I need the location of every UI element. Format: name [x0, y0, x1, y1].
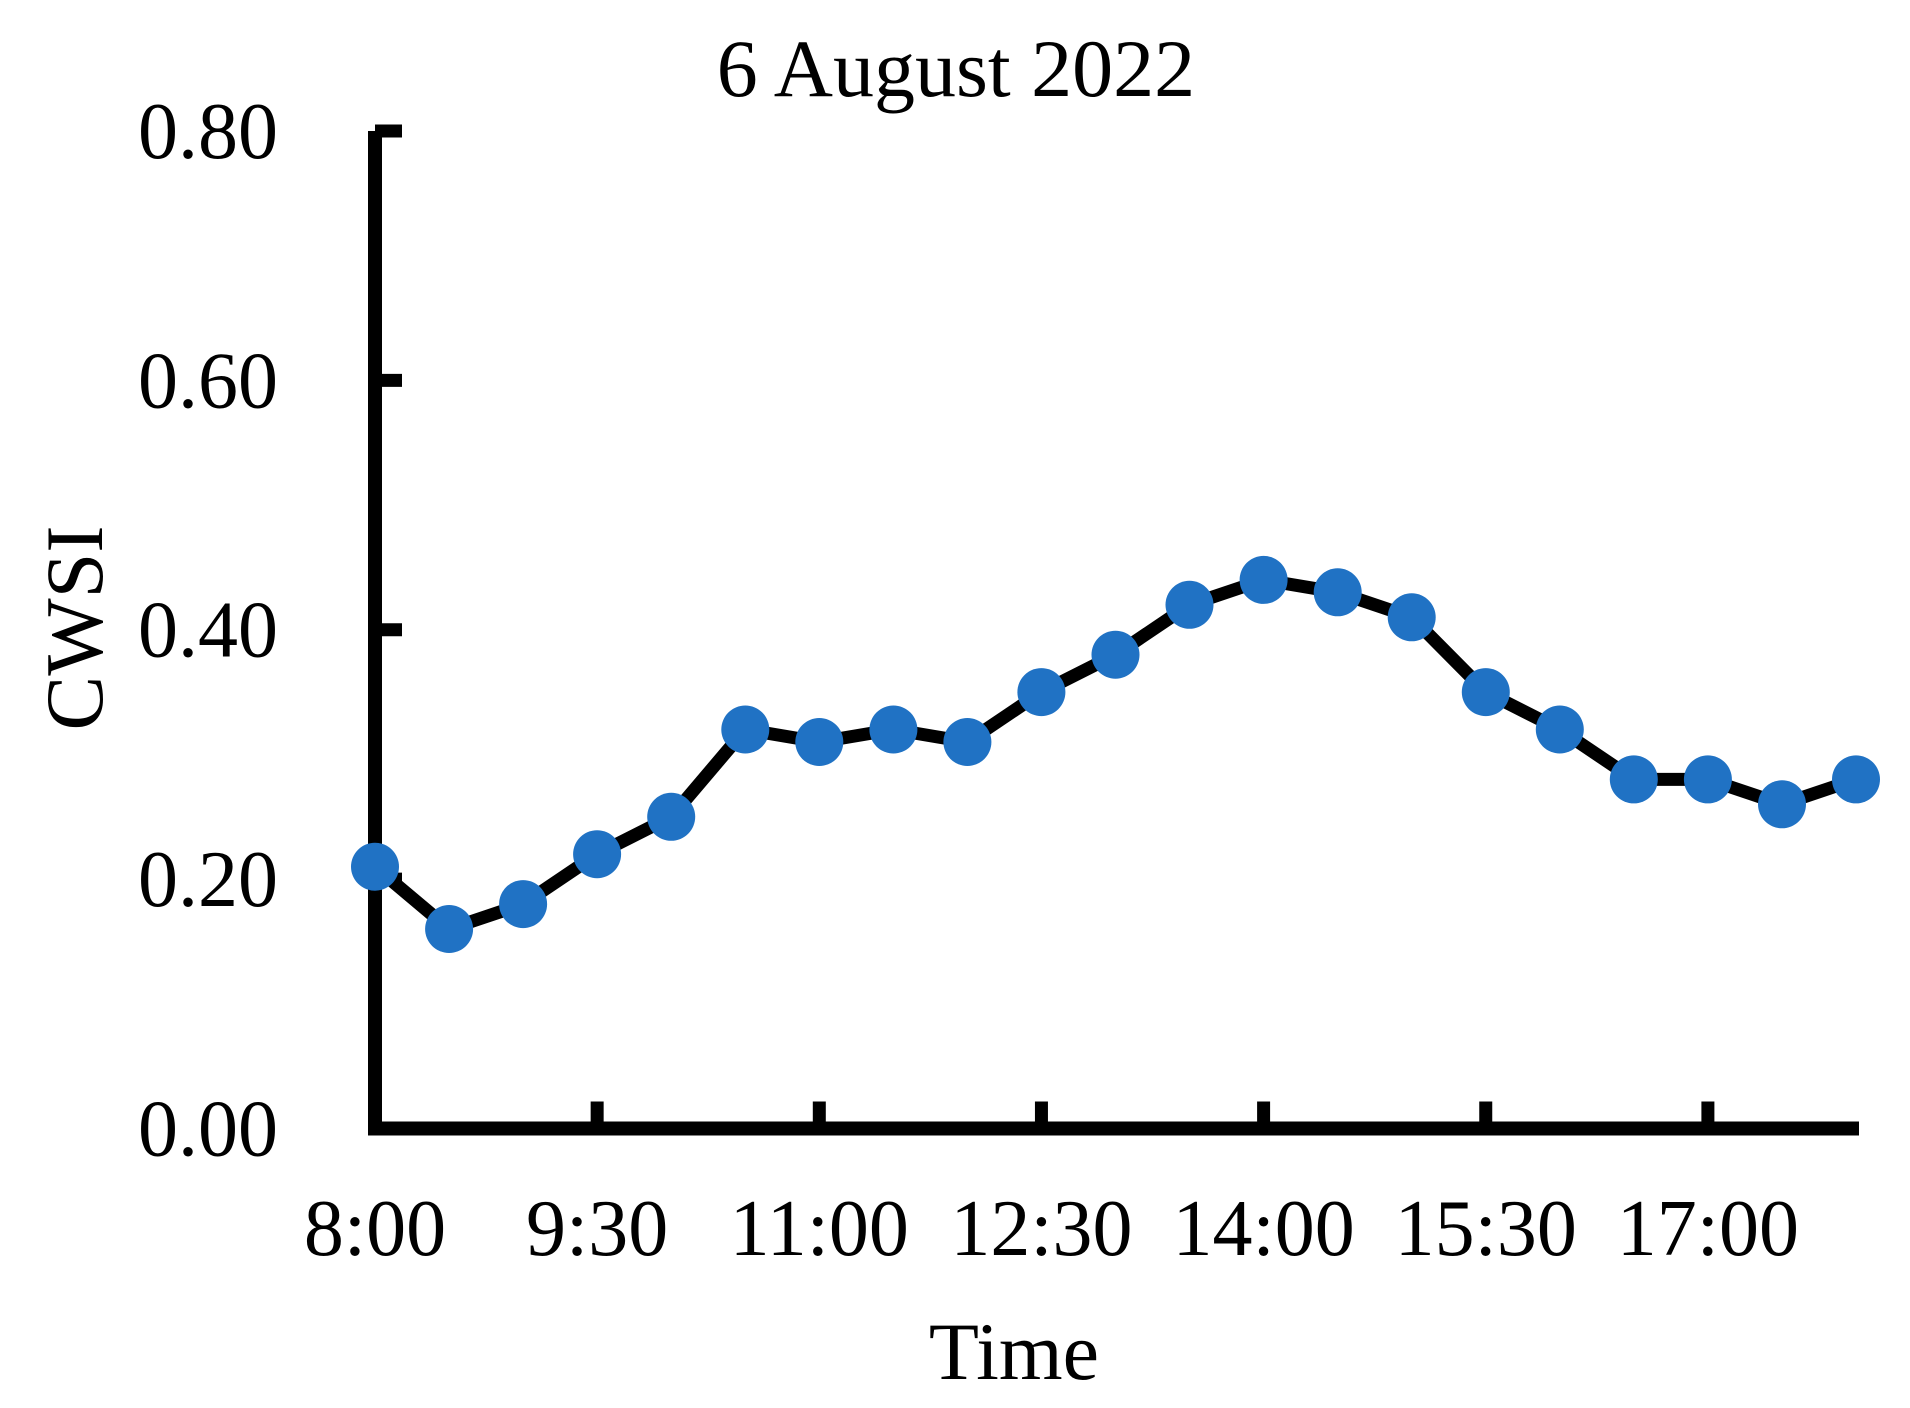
plot-area: 0.00 0.20 0.40 0.60 0.80 8:00 9:30 11:00 12:30 14… [138, 88, 1880, 1273]
x-tick-label: 9:30 [526, 1185, 668, 1273]
data-point-marker [943, 718, 992, 766]
data-point-marker [1387, 593, 1436, 642]
y-axis-title: CWSI [29, 526, 120, 731]
data-point-marker [1832, 755, 1880, 804]
data-point-marker [573, 830, 622, 879]
y-tick-label: 0.00 [138, 1086, 278, 1174]
x-tick-label: 15:30 [1395, 1185, 1577, 1273]
x-axis-title: Time [929, 1306, 1099, 1397]
x-tick-label: 14:00 [1172, 1185, 1354, 1273]
x-tick-label: 11:00 [730, 1185, 909, 1273]
x-tick-label: 8:00 [304, 1185, 446, 1273]
data-point-marker [869, 705, 918, 754]
data-point-marker [499, 880, 548, 929]
data-point-marker [1683, 755, 1732, 804]
data-point-marker [1017, 668, 1066, 717]
data-point-marker [1313, 568, 1362, 617]
data-point-marker [1165, 580, 1214, 629]
data-point-marker [795, 718, 844, 766]
data-point-marker [1535, 705, 1584, 754]
data-point-marker [1461, 668, 1510, 717]
data-point-marker [721, 705, 770, 754]
data-point-marker [647, 792, 696, 841]
data-point-marker [1609, 755, 1658, 804]
x-tick-label: 12:30 [950, 1185, 1132, 1273]
y-tick-label: 0.40 [138, 587, 278, 675]
data-point-marker [1239, 555, 1288, 604]
data-point-marker [1091, 630, 1140, 679]
data-point-marker [425, 905, 474, 953]
chart-title: 6 August 2022 [717, 23, 1195, 114]
y-tick-label: 0.60 [138, 337, 278, 425]
y-tick-label: 0.80 [138, 88, 278, 176]
data-point-marker [351, 842, 399, 891]
data-point-marker [1758, 780, 1806, 829]
x-tick-label: 17:00 [1617, 1185, 1799, 1273]
y-tick-label: 0.20 [138, 836, 278, 924]
